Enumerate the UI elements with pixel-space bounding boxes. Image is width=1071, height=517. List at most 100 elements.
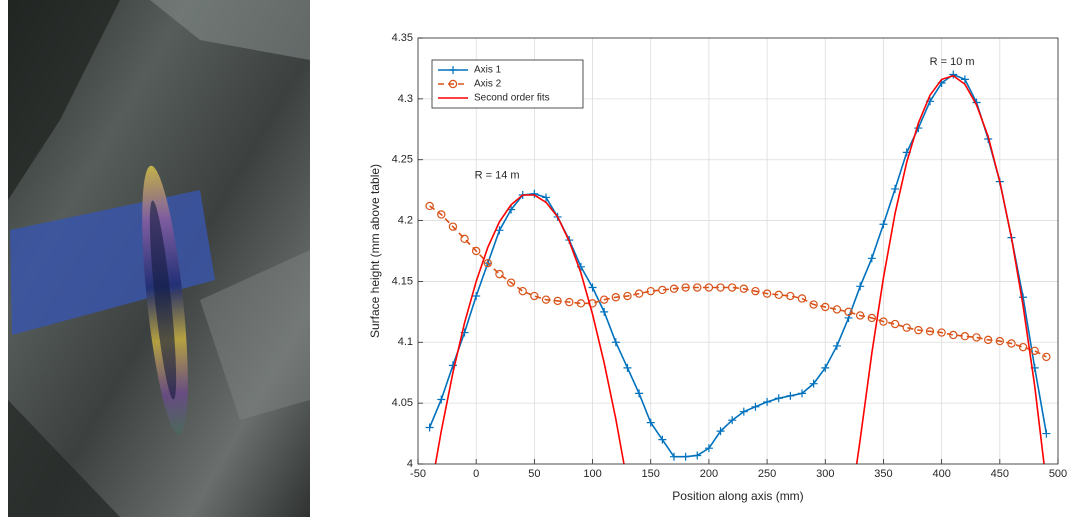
- point-marker: [448, 222, 458, 231]
- point-marker: [879, 317, 888, 326]
- point-marker: [425, 201, 434, 211]
- point-marker: [891, 184, 900, 193]
- point-marker: [704, 444, 713, 453]
- point-marker: [693, 451, 702, 460]
- point-marker: [704, 283, 714, 292]
- point-marker: [751, 286, 760, 296]
- y-axis-label: Surface height (mm above table): [368, 164, 382, 338]
- point-marker: [460, 234, 469, 244]
- point-marker: [658, 435, 667, 444]
- y-tick-label: 4.1: [398, 336, 413, 348]
- point-marker: [739, 284, 749, 293]
- point-marker: [949, 330, 958, 340]
- point-marker: [949, 70, 958, 79]
- point-marker: [635, 389, 644, 398]
- plot-area: [418, 38, 1058, 464]
- point-marker: [506, 278, 516, 287]
- point-marker: [437, 395, 446, 404]
- point-marker: [472, 292, 481, 301]
- x-tick-label: 500: [1049, 468, 1067, 480]
- point-marker: [670, 452, 678, 461]
- point-marker: [786, 291, 795, 301]
- point-marker: [751, 402, 760, 411]
- point-marker: [471, 246, 481, 256]
- point-marker: [1042, 352, 1051, 362]
- legend-marker: [448, 79, 458, 89]
- point-marker: [600, 307, 609, 316]
- point-marker: [530, 291, 539, 301]
- point-marker: [599, 295, 609, 304]
- x-tick-label: 50: [528, 468, 540, 480]
- point-marker: [728, 416, 737, 425]
- point-marker: [763, 397, 772, 406]
- point-marker: [437, 210, 446, 219]
- point-marker: [774, 290, 783, 300]
- point-marker: [809, 379, 818, 388]
- point-marker: [693, 283, 702, 292]
- point-marker: [914, 325, 923, 335]
- point-marker: [495, 226, 504, 235]
- point-marker: [879, 220, 888, 229]
- series-line: [429, 205, 1047, 358]
- point-marker: [623, 291, 632, 301]
- point-marker: [530, 189, 539, 198]
- point-marker: [495, 269, 504, 279]
- point-marker: [576, 299, 586, 308]
- y-tick-label: 4: [407, 458, 413, 470]
- x-tick-label: 0: [473, 468, 479, 480]
- y-tick-label: 4.3: [398, 93, 413, 105]
- annotation: R = 14 m: [475, 169, 520, 181]
- point-marker: [1030, 346, 1039, 356]
- x-tick-label: 200: [700, 468, 718, 480]
- point-marker: [774, 394, 783, 403]
- point-marker: [925, 327, 935, 336]
- point-marker: [960, 75, 969, 84]
- point-marker: [867, 254, 876, 263]
- x-tick-label: 250: [758, 468, 776, 480]
- point-marker: [798, 389, 806, 398]
- x-tick-label: 450: [991, 468, 1009, 480]
- point-marker: [1018, 342, 1028, 352]
- point-marker: [762, 289, 772, 298]
- point-marker: [542, 193, 550, 202]
- y-tick-label: 4.35: [392, 32, 413, 44]
- point-marker: [995, 336, 1005, 346]
- point-marker: [681, 283, 690, 292]
- point-marker: [739, 407, 748, 416]
- x-tick-label: -50: [410, 468, 426, 480]
- point-marker: [565, 297, 574, 307]
- point-marker: [1019, 293, 1028, 302]
- point-marker: [623, 363, 632, 372]
- point-marker: [786, 391, 795, 400]
- y-tick-label: 4.05: [392, 397, 413, 409]
- point-marker: [611, 293, 621, 302]
- point-marker: [646, 418, 655, 427]
- point-marker: [716, 427, 725, 436]
- point-marker: [832, 341, 841, 350]
- x-axis-label: Position along axis (mm): [672, 489, 803, 503]
- legend-label: Axis 2: [474, 79, 502, 90]
- point-marker: [832, 305, 842, 314]
- point-marker: [588, 283, 597, 292]
- annotation: R = 10 m: [930, 56, 975, 68]
- series-line: [434, 74, 1045, 465]
- x-tick-label: 350: [874, 468, 892, 480]
- y-tick-label: 4.25: [392, 154, 413, 166]
- point-marker: [1042, 429, 1051, 438]
- point-marker: [855, 311, 865, 320]
- point-marker: [669, 284, 679, 293]
- point-marker: [890, 319, 900, 329]
- point-marker: [809, 300, 818, 309]
- point-marker: [541, 295, 551, 304]
- point-marker: [797, 294, 807, 303]
- legend-label: Second order fits: [474, 93, 550, 104]
- legend-label: Axis 1: [474, 65, 502, 76]
- point-marker: [483, 258, 493, 268]
- point-marker: [425, 423, 434, 432]
- point-marker: [611, 338, 620, 347]
- point-marker: [727, 283, 737, 292]
- point-marker: [634, 289, 644, 298]
- point-marker: [856, 282, 865, 291]
- point-marker: [983, 335, 993, 345]
